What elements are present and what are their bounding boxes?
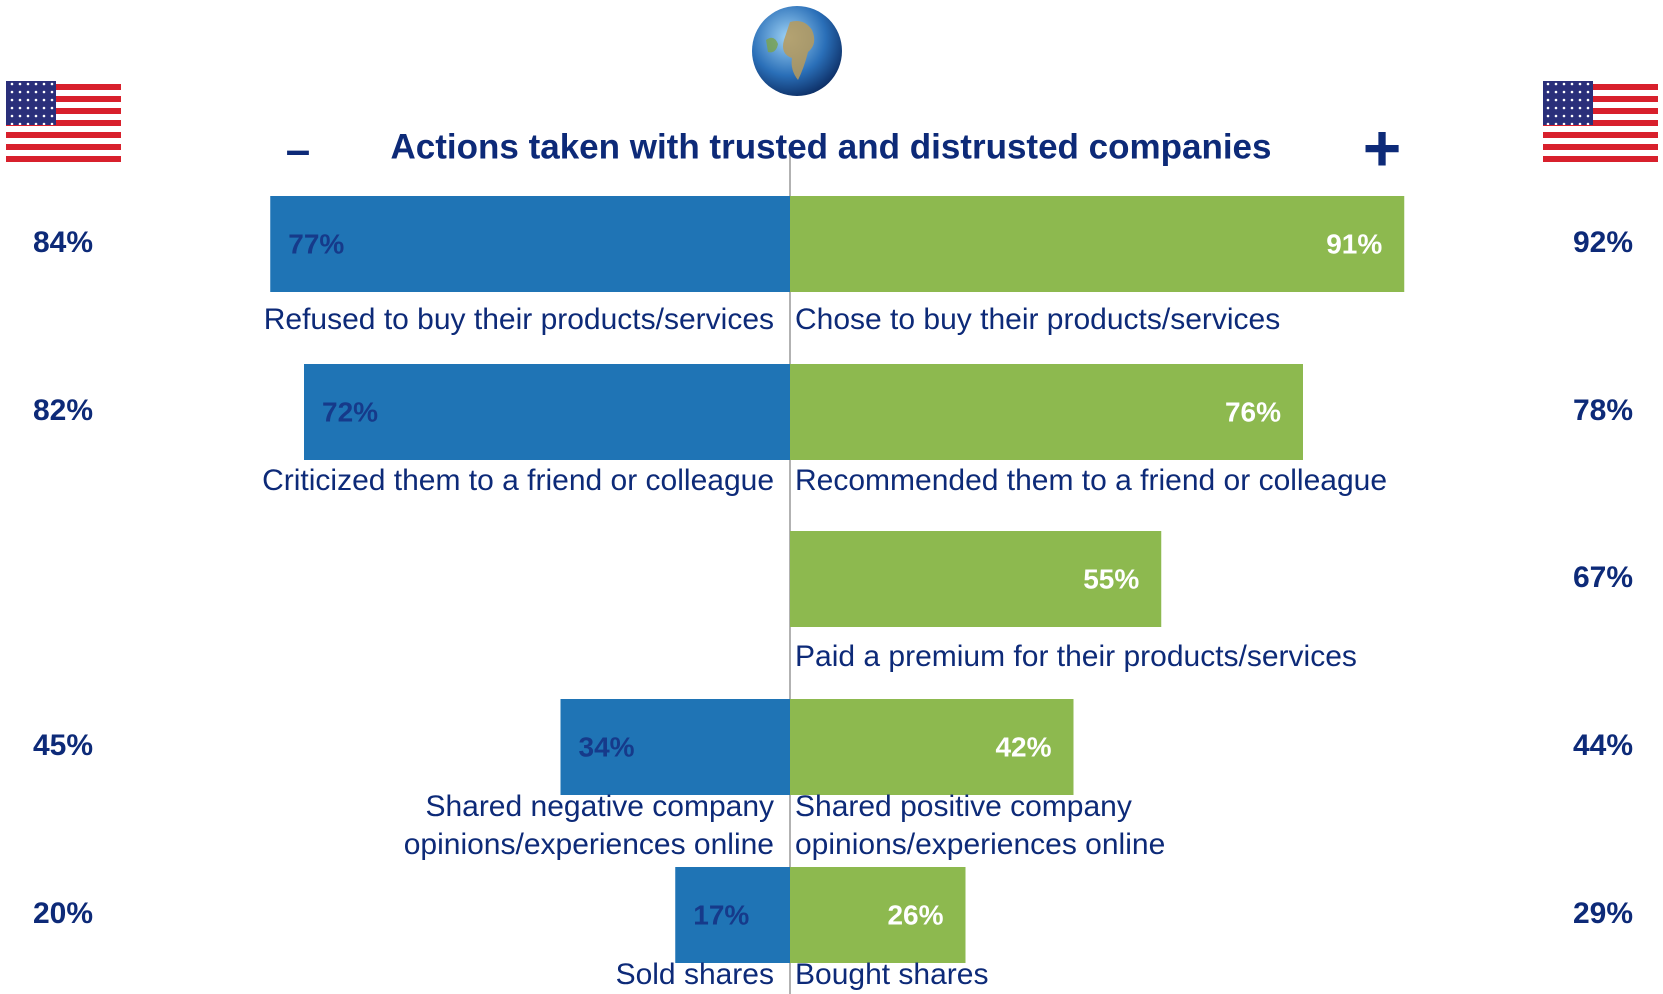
- category-label: opinions/experiences online: [795, 828, 1165, 861]
- category-label: Chose to buy their products/services: [795, 303, 1280, 336]
- category-label: opinions/experiences online: [404, 828, 774, 861]
- us-value: 29%: [1573, 897, 1633, 930]
- us-value: 44%: [1573, 729, 1633, 762]
- us-value: 92%: [1573, 226, 1633, 259]
- value-label: 34%: [579, 731, 635, 762]
- value-label: 55%: [1083, 563, 1139, 594]
- category-label: Bought shares: [795, 958, 988, 991]
- chart-title: Actions taken with trusted and distruste…: [391, 127, 1272, 166]
- category-label: Shared negative company: [425, 790, 774, 823]
- us-value: 20%: [33, 897, 93, 930]
- category-label: Criticized them to a friend or colleague: [262, 464, 774, 497]
- minus-sign: –: [286, 126, 310, 175]
- value-label: 77%: [288, 228, 344, 259]
- value-label: 91%: [1326, 228, 1382, 259]
- category-label: Shared positive company: [795, 790, 1132, 823]
- chart: – Actions taken with trusted and distrus…: [0, 0, 1663, 994]
- category-label: Refused to buy their products/services: [264, 303, 774, 336]
- us-value: 82%: [33, 394, 93, 427]
- value-label: 76%: [1225, 396, 1281, 427]
- bar: [790, 196, 1404, 292]
- category-label: Sold shares: [616, 958, 774, 991]
- value-label: 42%: [995, 731, 1051, 762]
- category-label: Recommended them to a friend or colleagu…: [795, 464, 1387, 497]
- flag-left: [6, 81, 121, 162]
- value-label: 17%: [693, 899, 749, 930]
- flag-right: [1543, 81, 1658, 162]
- value-label: 26%: [887, 899, 943, 930]
- globe: [752, 6, 842, 96]
- bar: [270, 196, 790, 292]
- us-value: 67%: [1573, 561, 1633, 594]
- plus-sign: +: [1363, 110, 1402, 184]
- value-label: 72%: [322, 396, 378, 427]
- us-value: 45%: [33, 729, 93, 762]
- us-value: 78%: [1573, 394, 1633, 427]
- us-value: 84%: [33, 226, 93, 259]
- category-label: Paid a premium for their products/servic…: [795, 640, 1357, 673]
